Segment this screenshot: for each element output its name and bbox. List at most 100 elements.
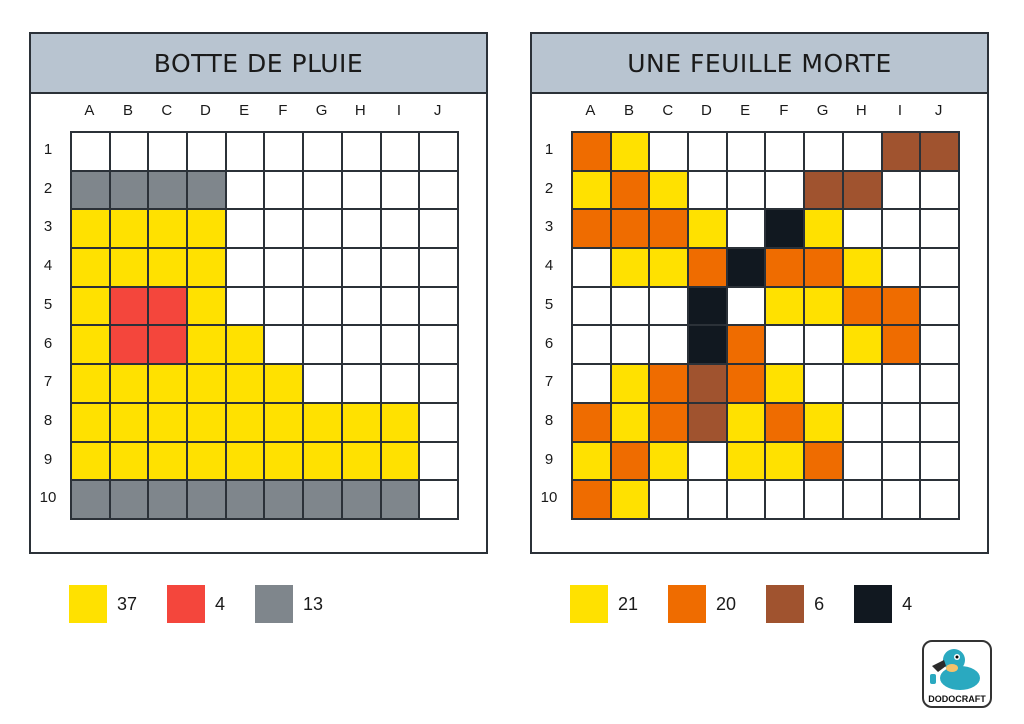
grid-cell-B4[interactable] [109,248,149,287]
grid-cell-H8[interactable] [341,402,381,442]
grid-cell-H9[interactable] [842,441,882,481]
grid-cell-I7[interactable] [881,364,921,403]
grid-cell-I5[interactable] [380,286,420,326]
grid-cell-I7[interactable] [380,364,420,403]
grid-cell-J2[interactable] [920,170,959,210]
grid-cell-D5[interactable] [187,286,226,326]
grid-cell-E9[interactable] [225,441,265,481]
grid-cell-A8[interactable] [71,402,110,442]
grid-cell-A5[interactable] [71,286,110,326]
grid-cell-H10[interactable] [842,480,882,519]
grid-cell-G9[interactable] [804,441,843,481]
grid-cell-G5[interactable] [303,286,342,326]
grid-cell-I6[interactable] [380,325,420,365]
grid-cell-G1[interactable] [303,132,342,171]
grid-cell-G5[interactable] [804,286,843,326]
grid-cell-J7[interactable] [920,364,959,403]
grid-cell-B2[interactable] [610,170,650,210]
grid-cell-C1[interactable] [148,132,188,171]
grid-cell-A5[interactable] [572,286,611,326]
grid-cell-I9[interactable] [380,441,420,481]
grid-cell-F10[interactable] [264,480,304,519]
grid-cell-I5[interactable] [881,286,921,326]
grid-cell-F6[interactable] [765,325,805,365]
grid-cell-J9[interactable] [920,441,959,481]
grid-cell-B3[interactable] [109,209,149,249]
grid-cell-A4[interactable] [71,248,110,287]
grid-cell-C6[interactable] [148,325,188,365]
grid-cell-A7[interactable] [572,364,611,403]
grid-cell-H1[interactable] [341,132,381,171]
grid-cell-E10[interactable] [726,480,766,519]
grid-cell-I1[interactable] [380,132,420,171]
grid-cell-C5[interactable] [649,286,689,326]
grid-cell-B2[interactable] [109,170,149,210]
grid-cell-J8[interactable] [920,402,959,442]
grid-cell-G8[interactable] [804,402,843,442]
grid-cell-I3[interactable] [380,209,420,249]
grid-cell-A6[interactable] [572,325,611,365]
grid-cell-E5[interactable] [225,286,265,326]
grid-cell-A3[interactable] [572,209,611,249]
grid-cell-F10[interactable] [765,480,805,519]
grid-cell-D8[interactable] [688,402,727,442]
grid-cell-F8[interactable] [264,402,304,442]
grid-cell-C4[interactable] [148,248,188,287]
grid-cell-G10[interactable] [804,480,843,519]
grid-cell-F4[interactable] [765,248,805,287]
grid-cell-B1[interactable] [109,132,149,171]
grid-cell-F3[interactable] [264,209,304,249]
grid-cell-D4[interactable] [187,248,226,287]
grid-cell-G2[interactable] [804,170,843,210]
grid-cell-D3[interactable] [187,209,226,249]
grid-cell-E2[interactable] [726,170,766,210]
grid-cell-J9[interactable] [419,441,458,481]
grid-cell-H6[interactable] [842,325,882,365]
grid-cell-F7[interactable] [264,364,304,403]
grid-cell-G7[interactable] [804,364,843,403]
grid-cell-H4[interactable] [842,248,882,287]
grid-cell-J8[interactable] [419,402,458,442]
grid-cell-C5[interactable] [148,286,188,326]
grid-cell-I4[interactable] [881,248,921,287]
grid-cell-C2[interactable] [649,170,689,210]
grid-cell-J10[interactable] [920,480,959,519]
grid-cell-H6[interactable] [341,325,381,365]
grid-cell-D2[interactable] [187,170,226,210]
grid-cell-A10[interactable] [572,480,611,519]
grid-cell-J6[interactable] [920,325,959,365]
grid-cell-E1[interactable] [225,132,265,171]
grid-cell-F9[interactable] [264,441,304,481]
grid-cell-F8[interactable] [765,402,805,442]
grid-cell-H7[interactable] [341,364,381,403]
grid-cell-E4[interactable] [726,248,766,287]
grid-cell-G3[interactable] [303,209,342,249]
grid-cell-C7[interactable] [148,364,188,403]
grid-cell-F1[interactable] [765,132,805,171]
grid-cell-J1[interactable] [920,132,959,171]
grid-cell-F4[interactable] [264,248,304,287]
grid-cell-G1[interactable] [804,132,843,171]
grid-cell-J3[interactable] [419,209,458,249]
grid-cell-B6[interactable] [610,325,650,365]
grid-cell-B5[interactable] [610,286,650,326]
grid-cell-E2[interactable] [225,170,265,210]
grid-cell-I1[interactable] [881,132,921,171]
grid-cell-G7[interactable] [303,364,342,403]
grid-cell-B6[interactable] [109,325,149,365]
grid-cell-D3[interactable] [688,209,727,249]
grid-cell-D2[interactable] [688,170,727,210]
grid-cell-I4[interactable] [380,248,420,287]
grid-cell-C3[interactable] [148,209,188,249]
grid-cell-C10[interactable] [148,480,188,519]
grid-cell-J7[interactable] [419,364,458,403]
grid-cell-F2[interactable] [765,170,805,210]
grid-cell-H3[interactable] [341,209,381,249]
grid-cell-C2[interactable] [148,170,188,210]
grid-cell-H9[interactable] [341,441,381,481]
grid-cell-J3[interactable] [920,209,959,249]
grid-cell-C9[interactable] [148,441,188,481]
grid-cell-G10[interactable] [303,480,342,519]
grid-cell-B8[interactable] [109,402,149,442]
grid-cell-H1[interactable] [842,132,882,171]
